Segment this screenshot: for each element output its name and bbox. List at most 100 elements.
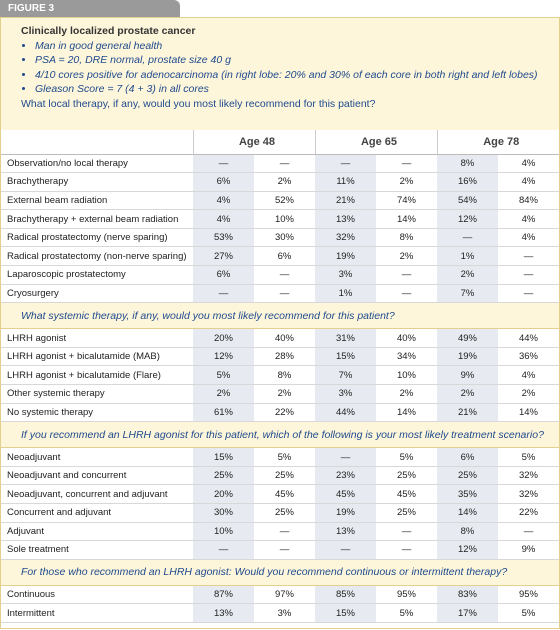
table-cell: 2%	[376, 246, 437, 267]
row-label: LHRH agonist + bicalutamide (Flare)	[1, 365, 193, 386]
table-row: Continuous 87% 97% 85% 95% 83% 95%	[1, 585, 559, 605]
table-cell: 45%	[254, 484, 315, 504]
table-cell: 21%	[437, 403, 498, 423]
table-cell: 85%	[315, 585, 376, 605]
table-cell: 45%	[376, 484, 437, 504]
row-label: Continuous	[1, 585, 193, 605]
table-cell: 9%	[498, 540, 559, 560]
table-cell: —	[315, 540, 376, 560]
table-cell: 22%	[498, 503, 559, 523]
section-question: If you recommend an LHRH agonist for thi…	[1, 421, 559, 449]
table-row: LHRH agonist + bicalutamide (MAB) 12% 28% 1…	[1, 347, 559, 367]
table-cell: 34%	[376, 347, 437, 367]
table-cell: 13%	[315, 522, 376, 542]
table-cell: 28%	[254, 347, 315, 367]
table-cell: 5%	[254, 447, 315, 467]
table-cell: —	[376, 540, 437, 560]
table-cell: —	[498, 246, 559, 267]
row-label: Radical prostatectomy (nerve sparing)	[1, 228, 193, 248]
table-cell: 2%	[254, 384, 315, 404]
table-cell: 40%	[376, 328, 437, 348]
row-label: Brachytherapy	[1, 172, 193, 192]
table-cell: 25%	[376, 466, 437, 486]
table-cell: 8%	[376, 228, 437, 248]
table-cell: 2%	[376, 172, 437, 192]
table-cell: —	[376, 522, 437, 542]
table-row: Neoadjuvant and concurrent 25% 25% 23% 25% 25…	[1, 466, 559, 486]
table-cell: —	[498, 284, 559, 304]
table-cell: —	[376, 154, 437, 174]
table-cell: —	[254, 265, 315, 285]
row-label: Radical prostatectomy (non-nerve sparing…	[1, 246, 193, 267]
table-cell: 12%	[193, 347, 254, 367]
row-label: Intermittent	[1, 603, 193, 623]
table-cell: 31%	[315, 328, 376, 348]
table-cell: 97%	[254, 585, 315, 605]
row-label: Neoadjuvant	[1, 447, 193, 467]
figure-label: FIGURE 3	[0, 0, 180, 18]
row-label: Laparoscopic prostatectomy	[1, 265, 193, 285]
table-cell: 12%	[437, 540, 498, 560]
table-cell: 4%	[498, 228, 559, 248]
table-cell: 35%	[437, 484, 498, 504]
table-cell: —	[376, 284, 437, 304]
table-cell: —	[193, 540, 254, 560]
figure-frame: Clinically localized prostate cancer Man…	[0, 17, 560, 629]
table-cell: 3%	[315, 265, 376, 285]
table-cell: 1%	[315, 284, 376, 304]
table-cell: 12%	[437, 209, 498, 229]
row-label: Cryosurgery	[1, 284, 193, 304]
table-cell: 30%	[193, 503, 254, 523]
table-row: Observation/no local therapy — — — —8% 4%	[1, 154, 559, 174]
section-question: What systemic therapy, if any, would you…	[1, 302, 559, 330]
table-cell: 10%	[254, 209, 315, 229]
table-cell: 25%	[193, 466, 254, 486]
table-cell: 11%	[315, 172, 376, 192]
row-label: LHRH agonist + bicalutamide (MAB)	[1, 347, 193, 367]
row-label: Neoadjuvant and concurrent	[1, 466, 193, 486]
table-row: Radical prostatectomy (nerve sparing) 53%…	[1, 228, 559, 248]
table-cell: 14%	[437, 503, 498, 523]
table-cell: 13%	[315, 209, 376, 229]
table-cell: 10%	[193, 522, 254, 542]
table-cell: 5%	[498, 447, 559, 467]
table-row: Intermittent 13% 3% 15% 5% 17% 5%	[1, 603, 559, 623]
table-row: LHRH agonist + bicalutamide (Flare) 5% 8% 7…	[1, 365, 559, 386]
row-label: Observation/no local therapy	[1, 154, 193, 174]
table-cell: 45%	[315, 484, 376, 504]
table-row: LHRH agonist 20% 40% 31% 40% 49% 44%	[1, 328, 559, 348]
table-cell: —	[254, 284, 315, 304]
table-cell: 95%	[498, 585, 559, 605]
case-bullet: Man in good general health	[35, 39, 551, 54]
table-cell: 4%	[193, 191, 254, 211]
section-question: What local therapy, if any, would you mo…	[21, 97, 376, 110]
row-label: Sole treatment	[1, 540, 193, 560]
table-cell: 25%	[254, 503, 315, 523]
table-cell: 5%	[376, 603, 437, 623]
table-cell: —	[193, 284, 254, 304]
table-cell: 20%	[193, 328, 254, 348]
table-cell: 8%	[437, 522, 498, 542]
table-cell: 2%	[254, 172, 315, 192]
table-cell: 2%	[376, 384, 437, 404]
table-cell: 40%	[254, 328, 315, 348]
table-cell: 54%	[437, 191, 498, 211]
case-bullet: PSA = 20, DRE normal, prostate size 40 g	[35, 53, 551, 68]
table-row: Radical prostatectomy (non-nerve sparing…	[1, 246, 559, 267]
table-cell: 32%	[498, 484, 559, 504]
row-label: External beam radiation	[1, 191, 193, 211]
table-cell: —	[315, 154, 376, 174]
table-cell: 84%	[498, 191, 559, 211]
column-group: Age 48	[192, 130, 315, 155]
table-cell: 44%	[498, 328, 559, 348]
table-cell: 13%	[193, 603, 254, 623]
column-group: Age 78	[436, 130, 559, 155]
table-row: Neoadjuvant, concurrent and adjuvant 20% 4…	[1, 484, 559, 504]
table-cell: 2%	[437, 384, 498, 404]
table-cell: 2%	[193, 384, 254, 404]
header-cell	[1, 130, 193, 155]
row-label: Adjuvant	[1, 522, 193, 542]
case-bullets: Man in good general healthPSA = 20, DRE …	[21, 39, 551, 97]
table-cell: 5%	[193, 365, 254, 386]
